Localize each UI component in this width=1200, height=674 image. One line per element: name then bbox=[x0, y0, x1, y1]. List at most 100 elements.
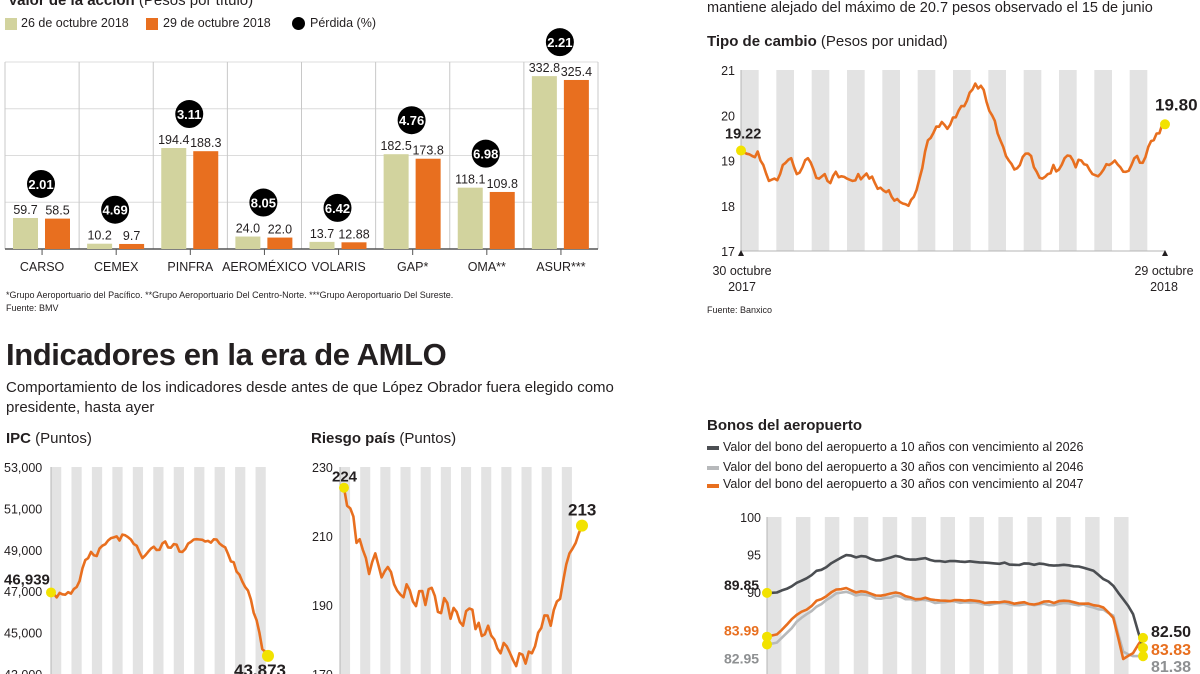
ipc-stripe bbox=[112, 467, 123, 674]
category-label: CEMEX bbox=[94, 260, 139, 274]
bar-series2-2 bbox=[193, 151, 219, 249]
bar-label-series1: 194.4 bbox=[158, 133, 189, 147]
ipc-title: IPC (Puntos) bbox=[6, 430, 92, 447]
bar-label-series1: 10.2 bbox=[87, 229, 111, 243]
fx-ytick: 19 bbox=[721, 155, 735, 169]
bonos-series-2026-line bbox=[766, 553, 1145, 649]
ipc-stripe bbox=[71, 467, 82, 674]
fx-ytick: 17 bbox=[721, 245, 735, 259]
bar-label-series1: 182.5 bbox=[380, 139, 411, 153]
bar-label-series1: 13.7 bbox=[310, 227, 334, 241]
bar-series1-1 bbox=[87, 243, 113, 249]
fx-start-tick bbox=[738, 250, 744, 256]
legend-swatch-series1 bbox=[5, 18, 17, 30]
bar-label-series2: 173.8 bbox=[412, 144, 443, 158]
bonos-legend-swatch-1 bbox=[707, 446, 719, 450]
ipc-ytick: 43,000 bbox=[4, 668, 42, 674]
ipc-ytick: 51,000 bbox=[4, 502, 42, 516]
bonos-series-2047-end-marker bbox=[1138, 632, 1148, 643]
bonos-stripe bbox=[1027, 517, 1042, 674]
loss-pct-label: 8.05 bbox=[251, 196, 276, 211]
riesgo-stripe bbox=[340, 467, 351, 674]
bonos-stripe bbox=[1056, 517, 1071, 674]
bar-label-series2: 9.7 bbox=[123, 229, 140, 243]
bar-label-series1: 59.7 bbox=[13, 203, 37, 217]
section-subtitle-1: Comportamiento de los indicadores desde … bbox=[6, 379, 614, 396]
riesgo-ytick: 210 bbox=[312, 530, 333, 544]
bar-label-series2: 109.8 bbox=[487, 177, 518, 191]
loss-bubble-4 bbox=[323, 193, 352, 222]
bonos-legend-swatch-2 bbox=[707, 466, 719, 470]
bonos-series-2046-line bbox=[766, 590, 1144, 658]
category-label: OMA** bbox=[468, 260, 506, 274]
bonos-ytick: 95 bbox=[747, 548, 761, 562]
bonos-series-2026-end-value: 82.50 bbox=[1151, 624, 1191, 641]
ipc-stripe bbox=[255, 467, 266, 674]
bar-series1-3 bbox=[235, 236, 261, 249]
bar-series2-0 bbox=[45, 218, 70, 249]
fx-series-line bbox=[740, 82, 1166, 208]
category-label: AEROMÉXICO bbox=[222, 259, 307, 274]
bar-label-series2: 22.0 bbox=[268, 223, 292, 237]
riesgo-stripe bbox=[420, 467, 431, 674]
category-label: CARSO bbox=[20, 260, 65, 274]
fx-end-label: 29 octubre 2018 bbox=[1134, 264, 1194, 294]
bar-series1-5 bbox=[383, 154, 409, 249]
category-label: ASUR*** bbox=[536, 260, 585, 274]
fx-stripe bbox=[917, 70, 936, 251]
ipc-stripe bbox=[91, 467, 103, 674]
riesgo-start-marker bbox=[339, 482, 349, 493]
bonos-series-2046-start-marker bbox=[762, 639, 772, 650]
bonos-series-2026-start-value: 89.85 bbox=[724, 577, 759, 593]
riesgo-ytick: 230 bbox=[312, 461, 333, 475]
riesgo-stripe bbox=[521, 467, 532, 674]
ipc-end-value: 43,873 bbox=[234, 661, 286, 674]
category-label: VOLARIS bbox=[311, 260, 365, 274]
riesgo-stripe bbox=[541, 467, 552, 674]
bonos-series-2046-end-marker bbox=[1138, 651, 1148, 662]
legend-series2: 29 de octubre 2018 bbox=[163, 16, 271, 30]
fx-end-tick bbox=[1162, 250, 1168, 256]
bar-label-series2: 58.5 bbox=[45, 204, 69, 218]
section-title: Indicadores en la era de AMLO bbox=[6, 337, 447, 372]
bonos-title: Bonos del aeropuerto bbox=[707, 417, 863, 434]
bar-series1-2 bbox=[161, 148, 187, 249]
loss-bubble-1 bbox=[101, 195, 130, 224]
riesgo-end-value: 213 bbox=[568, 501, 596, 520]
bar-series1-0 bbox=[13, 217, 38, 249]
riesgo-start-value: 224 bbox=[332, 469, 358, 486]
fx-end-value: 19.80 bbox=[1155, 95, 1198, 114]
bonos-series-2047-end-value: 83.83 bbox=[1151, 642, 1191, 659]
fx-start-marker bbox=[736, 145, 746, 156]
ipc-stripe bbox=[51, 467, 62, 674]
bar-label-series2: 188.3 bbox=[190, 136, 221, 150]
loss-pct-label: 2.01 bbox=[28, 177, 53, 192]
loss-pct-label: 6.98 bbox=[473, 147, 498, 162]
fx-stripe bbox=[847, 70, 865, 251]
ipc-stripe bbox=[235, 467, 246, 674]
loss-pct-label: 4.76 bbox=[399, 113, 424, 128]
stocks-source: Fuente: BMV bbox=[6, 303, 59, 313]
bonos-series-2046-end-value: 81.38 bbox=[1151, 659, 1191, 674]
bonos-stripe bbox=[1085, 517, 1100, 674]
ipc-stripe bbox=[132, 467, 144, 674]
loss-bubble-6 bbox=[471, 139, 500, 168]
fx-source: Fuente: Banxico bbox=[707, 305, 773, 315]
riesgo-series-line bbox=[342, 487, 584, 668]
bonos-series-2047-start-marker bbox=[762, 631, 772, 642]
bonos-ytick: 100 bbox=[740, 511, 761, 525]
fx-stripe bbox=[882, 70, 900, 251]
fx-end-marker bbox=[1160, 119, 1170, 130]
ipc-stripe bbox=[214, 467, 225, 674]
bonos-series-2026-end-marker bbox=[1138, 642, 1148, 653]
fx-top-text: mantiene alejado del máximo de 20.7 peso… bbox=[707, 0, 1153, 16]
loss-pct-label: 2.21 bbox=[547, 35, 572, 50]
fx-stripe bbox=[1094, 70, 1112, 251]
bonos-stripe bbox=[969, 517, 984, 674]
fx-start-label: 30 octubre 2017 bbox=[712, 264, 772, 294]
bar-series1-6 bbox=[457, 187, 483, 249]
ipc-ytick: 47,000 bbox=[4, 585, 42, 599]
